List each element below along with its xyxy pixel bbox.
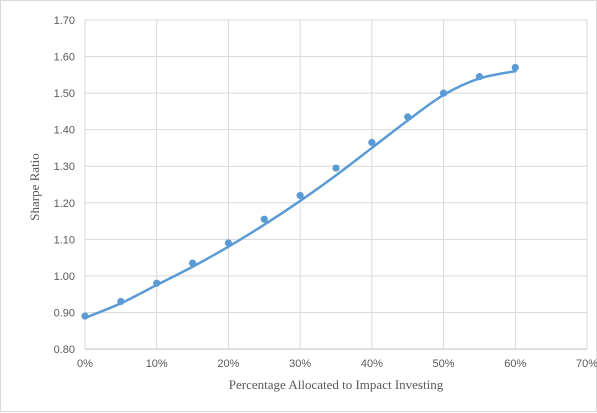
data-point [368, 138, 376, 147]
y-tick-label: 0.80 [54, 344, 75, 356]
data-point [511, 63, 519, 72]
x-tick-label: 70% [576, 358, 597, 370]
y-axis-title: Sharpe Ratio [27, 153, 42, 221]
y-tick-label: 1.40 [54, 125, 75, 137]
y-tick-label: 1.70 [54, 15, 75, 27]
x-tick-label: 30% [289, 358, 311, 370]
data-point [81, 312, 89, 320]
y-tick-label: 1.30 [54, 161, 75, 173]
x-axis-title: Percentage Allocated to Impact Investing [229, 377, 444, 392]
y-tick-label: 1.00 [54, 271, 75, 283]
y-tick-label: 1.10 [54, 234, 75, 246]
tick-labels: 0% 10% 20% 30% 40% 50% 60% 70% 0.80 0.90 1.00 1.10 1… [54, 15, 597, 370]
x-tick-label: 40% [361, 358, 383, 370]
x-tick-label: 0% [77, 358, 93, 370]
data-point [475, 73, 484, 81]
x-tick-label: 20% [217, 358, 239, 370]
data-point [404, 113, 412, 121]
gridlines [84, 19, 588, 350]
data-point [439, 89, 448, 97]
x-tick-label: 10% [146, 358, 168, 370]
y-tick-label: 1.50 [54, 88, 75, 100]
y-tick-label: 1.60 [54, 52, 75, 64]
data-point [188, 259, 197, 267]
x-tick-label: 50% [433, 358, 455, 370]
y-tick-label: 0.90 [54, 307, 75, 319]
data-point [117, 297, 125, 306]
y-tick-label: 1.20 [54, 198, 75, 210]
data-points [81, 63, 519, 320]
data-point [153, 279, 161, 287]
x-tick-label: 60% [504, 358, 526, 370]
data-point [260, 215, 268, 223]
data-point [332, 164, 340, 172]
data-point [296, 191, 304, 200]
data-point [224, 239, 233, 247]
